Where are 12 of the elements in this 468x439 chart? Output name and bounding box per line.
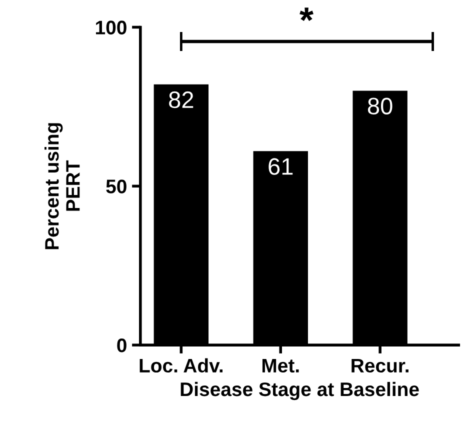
x-tick-label: Met. (262, 358, 299, 373)
y-tick-label: 0 (117, 338, 126, 352)
data-label: 61 (268, 158, 293, 175)
x-axis-title: Disease Stage at Baseline (180, 382, 419, 400)
x-tick-label: Recur. (352, 358, 408, 373)
data-label: 80 (368, 98, 392, 114)
x-tick-label: Loc. Adv. (140, 358, 223, 373)
y-tick-label: 100 (96, 20, 126, 34)
data-label: 82 (169, 91, 194, 108)
y-axis-title: Percent using PERT (44, 123, 80, 250)
y-tick-label: 50 (106, 180, 126, 194)
text: * (300, 8, 314, 22)
